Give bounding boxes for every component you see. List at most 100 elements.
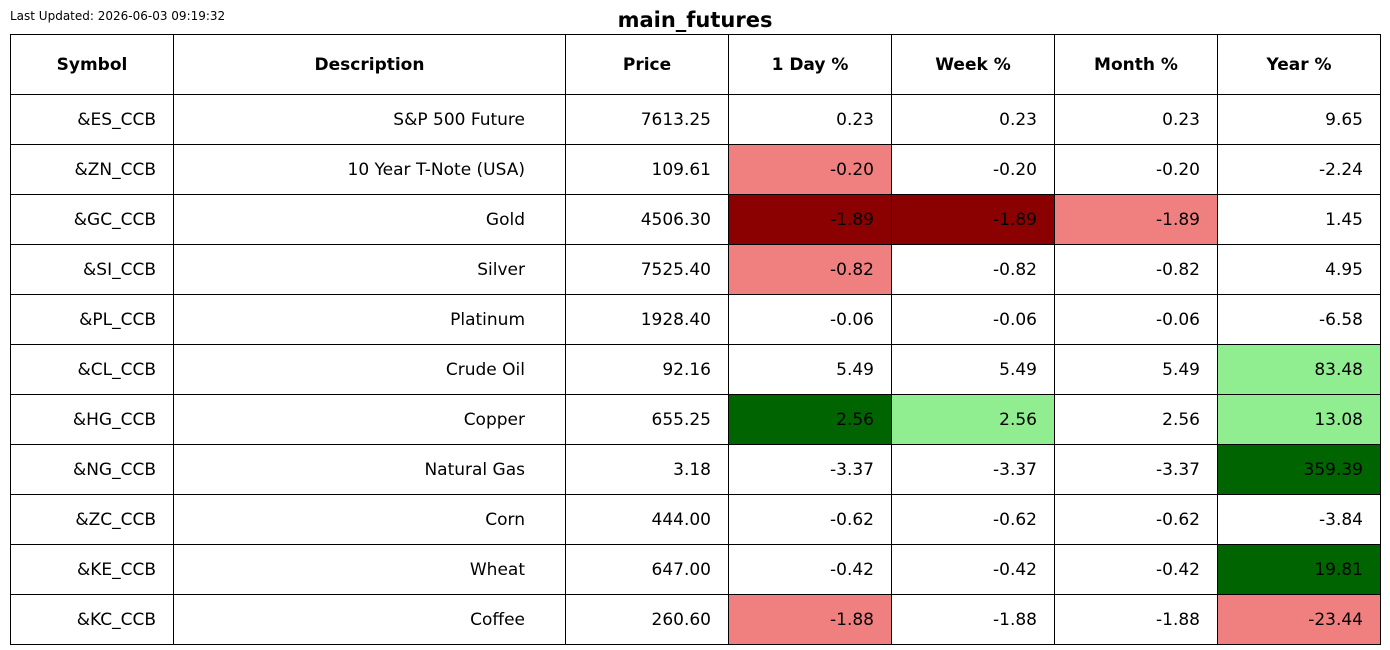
price-cell: 7525.40 bbox=[565, 244, 729, 295]
symbol-cell: &ZN_CCB bbox=[10, 144, 174, 195]
description-cell: 10 Year T-Note (USA) bbox=[173, 144, 566, 195]
month-pct-cell: -0.20 bbox=[1054, 144, 1218, 195]
month-pct-cell: 5.49 bbox=[1054, 344, 1218, 395]
year-pct-cell: 83.48 bbox=[1217, 344, 1381, 395]
year-pct-cell: 19.81 bbox=[1217, 544, 1381, 595]
day-pct-cell: -0.82 bbox=[728, 244, 892, 295]
price-cell: 92.16 bbox=[565, 344, 729, 395]
month-pct-cell: 2.56 bbox=[1054, 394, 1218, 445]
description-cell: Corn bbox=[173, 494, 566, 545]
month-pct-cell: -1.88 bbox=[1054, 594, 1218, 645]
table-row: &PL_CCB Platinum 1928.40 -0.06 -0.06 -0.06 -6.… bbox=[10, 294, 1381, 345]
day-pct-cell: -1.89 bbox=[728, 194, 892, 245]
table-row: &SI_CCB Silver 7525.40 -0.82 -0.82 -0.82 4.95 bbox=[10, 244, 1381, 295]
description-cell: Gold bbox=[173, 194, 566, 245]
column-header-month-pct: Month % bbox=[1054, 34, 1218, 95]
table-row: &ZN_CCB 10 Year T-Note (USA) 109.61 -0.20 -0… bbox=[10, 144, 1381, 195]
price-cell: 7613.25 bbox=[565, 94, 729, 145]
table-row: &CL_CCB Crude Oil 92.16 5.49 5.49 5.49 83.48 bbox=[10, 344, 1381, 395]
day-pct-cell: -0.62 bbox=[728, 494, 892, 545]
month-pct-cell: 0.23 bbox=[1054, 94, 1218, 145]
price-cell: 3.18 bbox=[565, 444, 729, 495]
description-cell: Coffee bbox=[173, 594, 566, 645]
page-title: main_futures bbox=[617, 8, 773, 32]
week-pct-cell: -0.82 bbox=[891, 244, 1055, 295]
symbol-cell: &GC_CCB bbox=[10, 194, 174, 245]
table-row: &KC_CCB Coffee 260.60 -1.88 -1.88 -1.88 -23.44 bbox=[10, 594, 1381, 645]
column-header-description: Description bbox=[173, 34, 566, 95]
price-cell: 4506.30 bbox=[565, 194, 729, 245]
price-cell: 655.25 bbox=[565, 394, 729, 445]
week-pct-cell: 2.56 bbox=[891, 394, 1055, 445]
symbol-cell: &NG_CCB bbox=[10, 444, 174, 495]
table-row: &ES_CCB S&P 500 Future 7613.25 0.23 0.23 0.23… bbox=[10, 94, 1381, 145]
day-pct-cell: 2.56 bbox=[728, 394, 892, 445]
year-pct-cell: 4.95 bbox=[1217, 244, 1381, 295]
day-pct-cell: 0.23 bbox=[728, 94, 892, 145]
year-pct-cell: 13.08 bbox=[1217, 394, 1381, 445]
symbol-cell: &KE_CCB bbox=[10, 544, 174, 595]
week-pct-cell: -0.62 bbox=[891, 494, 1055, 545]
column-header-price: Price bbox=[565, 34, 729, 95]
table-row: &NG_CCB Natural Gas 3.18 -3.37 -3.37 -3.37 359… bbox=[10, 444, 1381, 495]
column-header-day-pct: 1 Day % bbox=[728, 34, 892, 95]
column-header-week-pct: Week % bbox=[891, 34, 1055, 95]
price-cell: 647.00 bbox=[565, 544, 729, 595]
month-pct-cell: -0.06 bbox=[1054, 294, 1218, 345]
symbol-cell: &CL_CCB bbox=[10, 344, 174, 395]
year-pct-cell: -23.44 bbox=[1217, 594, 1381, 645]
symbol-cell: &ZC_CCB bbox=[10, 494, 174, 545]
week-pct-cell: -0.06 bbox=[891, 294, 1055, 345]
description-cell: S&P 500 Future bbox=[173, 94, 566, 145]
description-cell: Natural Gas bbox=[173, 444, 566, 495]
symbol-cell: &PL_CCB bbox=[10, 294, 174, 345]
month-pct-cell: -1.89 bbox=[1054, 194, 1218, 245]
symbol-cell: &HG_CCB bbox=[10, 394, 174, 445]
table-row: &HG_CCB Copper 655.25 2.56 2.56 2.56 13.08 bbox=[10, 394, 1381, 445]
table-header-row: Symbol Description Price 1 Day % Week % … bbox=[10, 34, 1381, 95]
symbol-cell: &SI_CCB bbox=[10, 244, 174, 295]
description-cell: Copper bbox=[173, 394, 566, 445]
week-pct-cell: -3.37 bbox=[891, 444, 1055, 495]
column-header-symbol: Symbol bbox=[10, 34, 174, 95]
week-pct-cell: -0.20 bbox=[891, 144, 1055, 195]
month-pct-cell: -0.42 bbox=[1054, 544, 1218, 595]
description-cell: Silver bbox=[173, 244, 566, 295]
description-cell: Platinum bbox=[173, 294, 566, 345]
year-pct-cell: 359.39 bbox=[1217, 444, 1381, 495]
month-pct-cell: -3.37 bbox=[1054, 444, 1218, 495]
year-pct-cell: -2.24 bbox=[1217, 144, 1381, 195]
day-pct-cell: -0.06 bbox=[728, 294, 892, 345]
symbol-cell: &ES_CCB bbox=[10, 94, 174, 145]
week-pct-cell: -0.42 bbox=[891, 544, 1055, 595]
table-row: &ZC_CCB Corn 444.00 -0.62 -0.62 -0.62 -3.84 bbox=[10, 494, 1381, 545]
table-body: &ES_CCB S&P 500 Future 7613.25 0.23 0.23 0.23… bbox=[10, 94, 1381, 645]
price-cell: 109.61 bbox=[565, 144, 729, 195]
week-pct-cell: -1.89 bbox=[891, 194, 1055, 245]
description-cell: Crude Oil bbox=[173, 344, 566, 395]
last-updated-timestamp: Last Updated: 2026-06-03 09:19:32 bbox=[10, 9, 226, 23]
futures-table: Symbol Description Price 1 Day % Week % … bbox=[10, 34, 1381, 645]
day-pct-cell: -3.37 bbox=[728, 444, 892, 495]
day-pct-cell: -1.88 bbox=[728, 594, 892, 645]
price-cell: 444.00 bbox=[565, 494, 729, 545]
year-pct-cell: 1.45 bbox=[1217, 194, 1381, 245]
day-pct-cell: -0.20 bbox=[728, 144, 892, 195]
day-pct-cell: 5.49 bbox=[728, 344, 892, 395]
price-cell: 1928.40 bbox=[565, 294, 729, 345]
table-row: &KE_CCB Wheat 647.00 -0.42 -0.42 -0.42 19.81 bbox=[10, 544, 1381, 595]
symbol-cell: &KC_CCB bbox=[10, 594, 174, 645]
week-pct-cell: 0.23 bbox=[891, 94, 1055, 145]
week-pct-cell: 5.49 bbox=[891, 344, 1055, 395]
day-pct-cell: -0.42 bbox=[728, 544, 892, 595]
year-pct-cell: 9.65 bbox=[1217, 94, 1381, 145]
description-cell: Wheat bbox=[173, 544, 566, 595]
price-cell: 260.60 bbox=[565, 594, 729, 645]
week-pct-cell: -1.88 bbox=[891, 594, 1055, 645]
year-pct-cell: -6.58 bbox=[1217, 294, 1381, 345]
table-row: &GC_CCB Gold 4506.30 -1.89 -1.89 -1.89 1.45 bbox=[10, 194, 1381, 245]
month-pct-cell: -0.82 bbox=[1054, 244, 1218, 295]
year-pct-cell: -3.84 bbox=[1217, 494, 1381, 545]
column-header-year-pct: Year % bbox=[1217, 34, 1381, 95]
month-pct-cell: -0.62 bbox=[1054, 494, 1218, 545]
